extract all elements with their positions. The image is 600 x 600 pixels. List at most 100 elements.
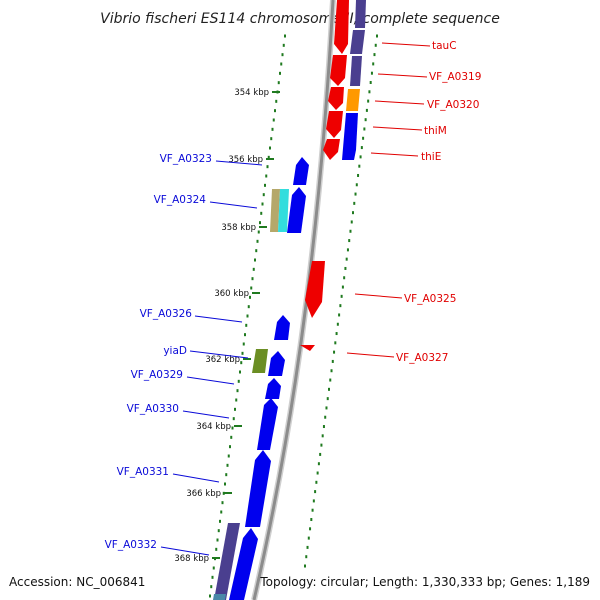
tick-dot-outer xyxy=(210,585,213,589)
tick-dot-outer xyxy=(230,435,233,439)
gene-callout-line xyxy=(372,126,423,131)
gene-label-thiE: thiE xyxy=(421,151,441,163)
gene-arrow-VF_A0320 xyxy=(328,87,344,110)
tick-dot-inner xyxy=(352,211,354,215)
tick-dot-outer xyxy=(261,202,264,206)
tick-dot-outer xyxy=(211,575,214,579)
tick-dot-outer xyxy=(246,314,249,318)
gene-callout-line xyxy=(374,100,425,105)
tick-dot-inner xyxy=(355,183,358,187)
tick-dot-inner xyxy=(311,508,314,512)
cog-track-reverse-2 xyxy=(350,30,365,54)
tick-dot-inner xyxy=(362,136,365,140)
gene-callout-line xyxy=(209,201,258,209)
tick-dot-outer xyxy=(225,473,228,477)
gene-arrow-VF_A0324 xyxy=(287,187,306,233)
gene-arrow-tauC xyxy=(334,0,349,54)
tick-dot-inner xyxy=(368,90,371,94)
tick-dot-inner xyxy=(345,257,348,261)
tick-dot-outer xyxy=(277,81,280,85)
tick-dot-outer xyxy=(242,342,245,346)
gene-label-VF_A0324: VF_A0324 xyxy=(154,194,207,206)
tick-dot-outer xyxy=(266,165,269,169)
cog-block xyxy=(350,30,365,54)
tick-dot-outer xyxy=(221,501,224,505)
tick-label: 360 kbp xyxy=(214,289,249,299)
tick-dot-inner xyxy=(359,155,362,159)
gene-arrow-VF_A0325 xyxy=(305,261,325,318)
tick-dot-inner xyxy=(322,425,325,429)
gene-label-yiaD: yiaD xyxy=(163,345,187,357)
tick-dot-outer xyxy=(232,417,235,421)
tick-dot-outer xyxy=(265,174,268,178)
tick-dot-outer xyxy=(259,221,261,225)
cog-block xyxy=(270,189,280,232)
tick-dot-inner xyxy=(315,480,318,484)
map-title: Vibrio fischeri ES114 chromosome II, com… xyxy=(100,11,500,27)
tick-dot-inner xyxy=(373,53,376,57)
cog-track-reverse xyxy=(342,0,366,160)
tick-dot-inner xyxy=(374,43,377,47)
tick-dot-outer xyxy=(267,155,270,159)
tick-dot-outer xyxy=(270,137,273,141)
tick-dot-inner xyxy=(354,192,357,196)
gene-arrow-thiE xyxy=(323,139,340,160)
gene-label-VF_A0323: VF_A0323 xyxy=(160,153,212,165)
gene-callout-line xyxy=(182,410,230,419)
tick-dot-inner xyxy=(357,173,360,177)
tick-dot-outer xyxy=(227,454,230,458)
gene-label-VF_A0331: VF_A0331 xyxy=(117,466,169,478)
tick-dot-outer xyxy=(250,286,253,290)
tick-dot-inner xyxy=(328,387,330,391)
gene-callout-line xyxy=(186,376,235,385)
tick-dot-inner xyxy=(341,285,344,289)
tick-dot-inner xyxy=(319,452,322,456)
tick-dot-inner xyxy=(330,369,333,373)
tick-dot-outer xyxy=(245,323,248,327)
tick-dot-inner xyxy=(317,462,320,466)
tick-dot-inner xyxy=(331,359,334,363)
gene-arrow-VF_A0326 xyxy=(274,315,290,340)
cog-block xyxy=(346,89,360,111)
tick-dot-inner xyxy=(324,415,327,419)
tick-dot-inner xyxy=(364,118,367,122)
tick-dot-inner xyxy=(310,518,313,522)
tick-dot-inner xyxy=(339,304,342,308)
gene-arrow-VF_A0330 xyxy=(257,398,278,450)
tick-dot-inner xyxy=(336,322,339,326)
tick-dot-outer xyxy=(234,407,236,411)
gene-label-VF_A0329: VF_A0329 xyxy=(131,369,183,381)
tick-label: 364 kbp xyxy=(196,422,231,432)
cog-block xyxy=(252,349,268,373)
gene-callout-line xyxy=(370,152,419,157)
tick-dot-outer xyxy=(237,379,240,383)
tick-dot-outer xyxy=(262,193,265,197)
tick-dot-inner xyxy=(350,220,353,224)
gene-callout-line xyxy=(346,352,395,358)
tick-label: 358 kbp xyxy=(221,223,256,233)
tick-dot-inner xyxy=(376,34,378,38)
tick-dot-tracks xyxy=(209,34,378,598)
tick-label: 362 kbp xyxy=(205,355,240,365)
tick-dot-outer xyxy=(282,43,285,47)
tick-dot-inner xyxy=(349,229,352,233)
tick-dot-inner xyxy=(370,71,373,75)
gene-arrow-thiM xyxy=(326,111,343,138)
tick-dot-outer xyxy=(275,99,278,103)
tick-dot-outer xyxy=(244,333,246,337)
tick-dot-outer xyxy=(271,127,274,131)
tick-dot-inner xyxy=(358,164,361,168)
tick-dot-inner xyxy=(321,434,324,438)
tick-dot-inner xyxy=(343,276,346,280)
tick-dot-outer xyxy=(260,211,263,215)
tick-dot-inner xyxy=(344,266,347,270)
tick-dot-inner xyxy=(334,341,337,345)
tick-dot-outer xyxy=(236,389,239,393)
tick-dot-outer xyxy=(256,239,259,243)
cog-block xyxy=(342,113,358,160)
tick-dot-inner xyxy=(365,108,368,112)
gene-arrow-yiaD xyxy=(268,351,285,376)
tick-dot-outer xyxy=(284,34,286,38)
tick-dot-outer xyxy=(251,277,254,281)
